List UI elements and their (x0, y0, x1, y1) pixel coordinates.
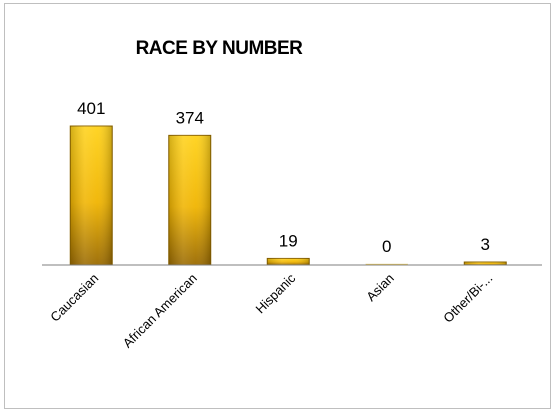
category-label: Other/Bi-... (440, 271, 495, 326)
category-label: Hispanic (253, 270, 299, 316)
category-labels-layer: Caucasian African American Hispanic Asian Ot… (47, 270, 495, 350)
value-label: 19 (279, 231, 298, 250)
value-label: 401 (77, 99, 105, 118)
bar-shine (70, 126, 113, 265)
category-label: Asian (363, 271, 397, 305)
chart-title: RACE BY NUMBER (136, 38, 304, 59)
bar-shine (168, 135, 211, 265)
category-label: African American (120, 271, 200, 351)
value-label: 3 (481, 235, 490, 254)
value-labels-layer: 401 374 19 0 3 (77, 99, 490, 256)
bar-hispanic (266, 257, 310, 266)
bars-layer (69, 125, 507, 266)
value-label: 0 (382, 237, 391, 256)
bar-shine (267, 258, 310, 265)
bar-chart: RACE BY NUMBER 401 374 19 0 3 Caucasian Afric… (42, 38, 542, 351)
value-label: 374 (176, 108, 204, 127)
bar-shine (464, 262, 507, 265)
bar-african-american (168, 134, 212, 266)
chart-frame: RACE BY NUMBER 401 374 19 0 3 Caucasian Afric… (4, 3, 551, 409)
bar-caucasian (69, 125, 113, 266)
category-label: Caucasian (47, 271, 101, 325)
